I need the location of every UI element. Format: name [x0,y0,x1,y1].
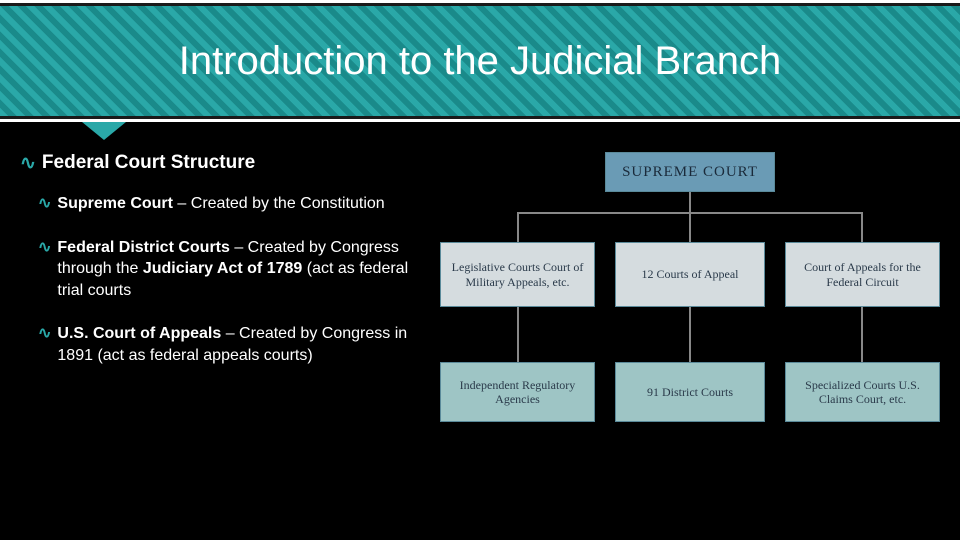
heading-text: Federal Court Structure [42,152,255,174]
bullet-text: U.S. Court of Appeals – Created by Congr… [57,323,420,366]
bullet-text: Federal District Courts – Created by Con… [57,237,420,302]
bullet-icon: ∿ [38,193,51,215]
bullet-icon: ∿ [20,152,36,175]
content-area: ∿ Federal Court Structure ∿ Supreme Cour… [0,122,960,512]
bullet-icon: ∿ [38,237,51,259]
court-hierarchy-chart: SUPREME COURT Legislative Courts Court of… [440,152,940,512]
bottom-tier-node: Independent Regulatory Agencies [440,362,595,422]
connector-line [689,192,691,212]
connector-line [689,212,691,242]
mid-tier-node: Court of Appeals for the Federal Circuit [785,242,940,307]
slide-header: Introduction to the Judicial Branch [0,0,960,122]
connector-line [517,307,519,362]
heading-bullet: ∿ Federal Court Structure [20,152,420,175]
connector-line [689,307,691,362]
header-notch [82,122,126,140]
bullet-item: ∿ U.S. Court of Appeals – Created by Con… [38,323,420,366]
bullet-item: ∿ Supreme Court – Created by the Constit… [38,193,420,215]
connector-line [517,212,519,242]
bullet-text: Supreme Court – Created by the Constitut… [57,193,384,215]
mid-tier-node: Legislative Courts Court of Military App… [440,242,595,307]
bullet-icon: ∿ [38,323,51,345]
slide-title: Introduction to the Judicial Branch [0,39,960,83]
supreme-court-node: SUPREME COURT [605,152,775,192]
bottom-tier-node: 91 District Courts [615,362,765,422]
text-column: ∿ Federal Court Structure ∿ Supreme Cour… [20,152,420,512]
bottom-tier-node: Specialized Courts U.S. Claims Court, et… [785,362,940,422]
connector-line [861,212,863,242]
mid-tier-node: 12 Courts of Appeal [615,242,765,307]
bullet-item: ∿ Federal District Courts – Created by C… [38,237,420,302]
connector-line [861,307,863,362]
